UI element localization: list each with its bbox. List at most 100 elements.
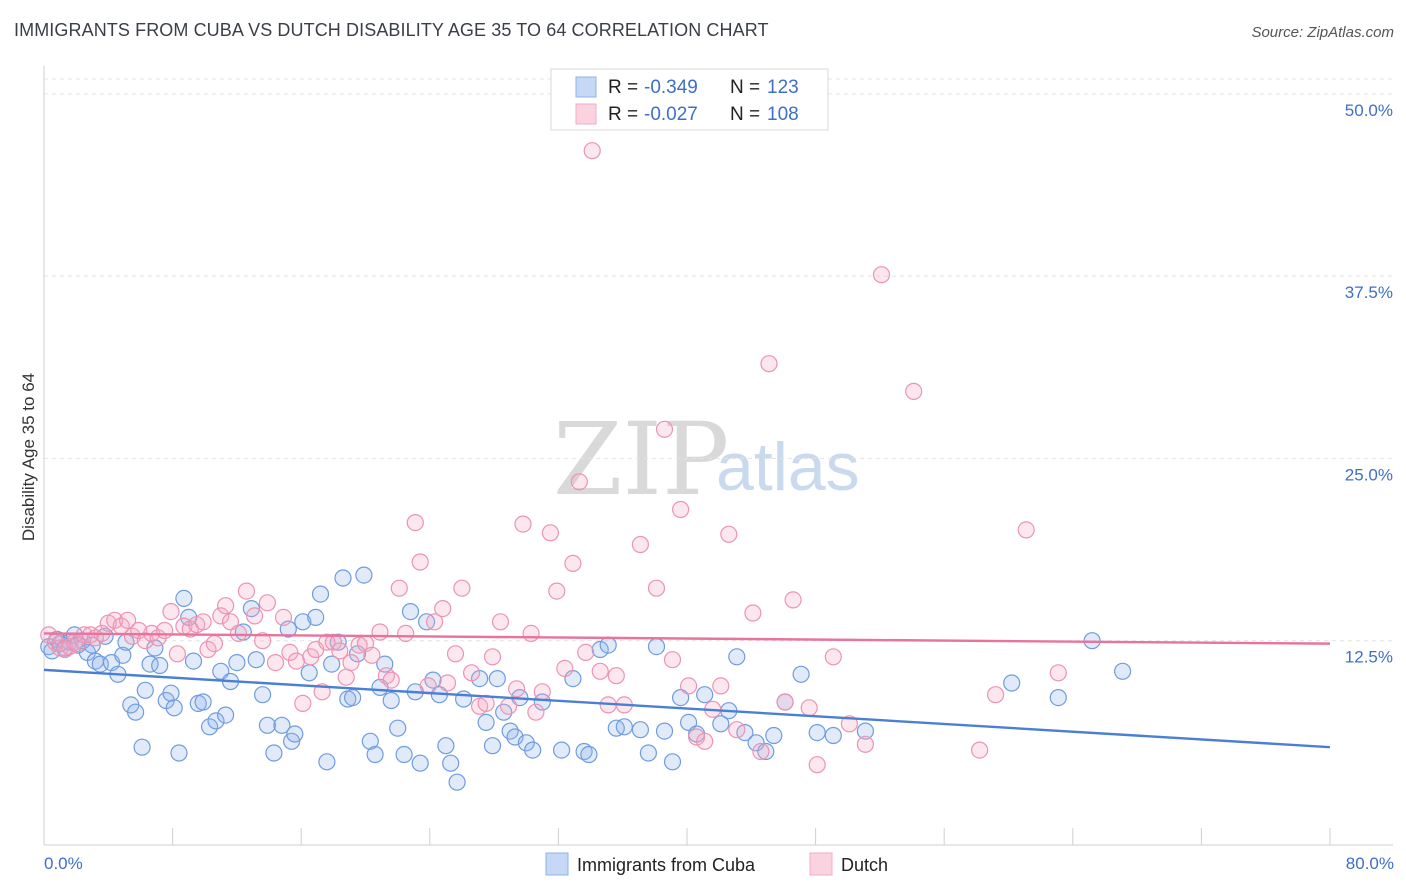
point-dutch-70 xyxy=(491,613,510,631)
point-cuba-67 xyxy=(389,719,407,737)
legend-r-label-cuba: R = xyxy=(608,77,638,98)
point-cuba-34 xyxy=(201,718,219,736)
legend-r-value-dutch: -0.027 xyxy=(644,104,698,125)
point-dutch-35 xyxy=(254,632,272,650)
point-cuba-66 xyxy=(382,691,400,710)
point-cuba-53 xyxy=(311,585,330,603)
y-tick-label-1: 25.0% xyxy=(1345,465,1393,484)
point-dutch-12 xyxy=(106,611,124,629)
point-cuba-49 xyxy=(286,725,304,743)
point-cuba-94 xyxy=(591,640,609,659)
point-cuba-46 xyxy=(273,716,291,734)
point-cuba-78 xyxy=(455,690,473,708)
point-cuba-103 xyxy=(671,688,690,707)
point-cuba-100 xyxy=(647,637,666,656)
point-cuba-31 xyxy=(184,652,203,670)
point-dutch-65 xyxy=(453,579,471,597)
trend-line-cuba xyxy=(43,668,1331,749)
point-dutch-76 xyxy=(533,683,551,701)
point-dutch-77 xyxy=(541,524,560,542)
point-dutch-61 xyxy=(426,613,444,631)
watermark-zip: ZIP xyxy=(553,401,729,518)
point-dutch-75 xyxy=(527,703,545,721)
point-dutch-33 xyxy=(237,582,256,600)
point-cuba-57 xyxy=(334,569,352,587)
y-axis-label: Disability Age 35 to 64 xyxy=(19,373,38,541)
point-cuba-98 xyxy=(631,721,650,739)
point-cuba-21 xyxy=(136,681,154,699)
point-dutch-98 xyxy=(720,525,738,543)
point-dutch-103 xyxy=(776,693,794,711)
point-cuba-43 xyxy=(254,686,272,704)
watermark-atlas: atlas xyxy=(716,429,860,505)
legend-n-value-cuba: 123 xyxy=(767,77,799,98)
point-cuba-16 xyxy=(114,646,132,664)
axes xyxy=(43,66,1393,846)
point-dutch-20 xyxy=(156,621,174,640)
point-cuba-61 xyxy=(355,566,373,584)
legend-r-label-dutch: R = xyxy=(608,104,638,125)
point-cuba-95 xyxy=(599,636,617,654)
point-dutch-92 xyxy=(671,500,690,519)
point-cuba-37 xyxy=(217,706,235,724)
point-dutch-49 xyxy=(342,653,360,672)
point-dutch-100 xyxy=(744,604,762,622)
point-cuba-45 xyxy=(265,744,283,762)
point-dutch-109 xyxy=(856,735,875,753)
point-dutch-6 xyxy=(69,634,87,653)
point-dutch-22 xyxy=(168,645,186,663)
point-dutch-84 xyxy=(591,662,609,680)
watermark: ZIP atlas xyxy=(553,401,860,518)
bottom-legend-swatch-cuba xyxy=(545,852,569,876)
point-dutch-82 xyxy=(577,643,595,662)
point-dutch-74 xyxy=(522,624,540,643)
source-label: Source: ZipAtlas.com xyxy=(1251,24,1394,41)
point-dutch-101 xyxy=(752,742,770,761)
point-dutch-14 xyxy=(118,611,137,629)
point-dutch-80 xyxy=(564,554,582,573)
y-tick-label-2: 37.5% xyxy=(1345,283,1393,302)
point-cuba-109 xyxy=(728,648,746,666)
point-dutch-83 xyxy=(583,142,601,160)
y-tick-label-0: 12.5% xyxy=(1345,648,1393,667)
point-dutch-27 xyxy=(199,640,217,659)
point-dutch-114 xyxy=(1017,521,1035,539)
point-dutch-30 xyxy=(217,597,235,615)
point-cuba-77 xyxy=(448,773,466,791)
point-cuba-106 xyxy=(696,686,714,704)
point-dutch-40 xyxy=(287,652,305,670)
point-cuba-97 xyxy=(615,718,633,736)
point-cuba-102 xyxy=(663,753,682,771)
point-dutch-107 xyxy=(824,648,842,666)
trend-line-dutch xyxy=(43,632,1331,645)
point-dutch-38 xyxy=(274,608,293,627)
point-cuba-80 xyxy=(477,713,495,732)
point-dutch-115 xyxy=(1049,664,1067,682)
point-cuba-111 xyxy=(747,734,765,752)
legend-r-value-cuba: -0.349 xyxy=(644,77,698,98)
point-dutch-59 xyxy=(411,553,429,571)
point-dutch-93 xyxy=(679,677,698,695)
point-dutch-64 xyxy=(446,645,465,663)
point-cuba-19 xyxy=(127,703,145,721)
point-dutch-34 xyxy=(246,607,264,625)
point-dutch-48 xyxy=(337,668,355,686)
point-cuba-51 xyxy=(300,664,318,682)
point-dutch-71 xyxy=(500,697,518,715)
point-dutch-102 xyxy=(760,355,778,373)
point-cuba-69 xyxy=(401,602,420,621)
point-cuba-29 xyxy=(175,589,193,608)
point-dutch-89 xyxy=(647,579,666,597)
gridlines xyxy=(44,78,1393,642)
bottom-legend-label-dutch: Dutch xyxy=(841,855,888,875)
point-cuba-50 xyxy=(294,613,312,631)
point-dutch-36 xyxy=(258,594,276,612)
point-dutch-73 xyxy=(514,515,532,533)
point-cuba-112 xyxy=(757,742,775,761)
point-cuba-63 xyxy=(366,745,384,764)
point-cuba-118 xyxy=(856,722,875,740)
point-dutch-39 xyxy=(281,643,299,662)
point-cuba-54 xyxy=(318,753,336,771)
point-dutch-95 xyxy=(696,732,714,750)
point-dutch-91 xyxy=(663,651,682,669)
